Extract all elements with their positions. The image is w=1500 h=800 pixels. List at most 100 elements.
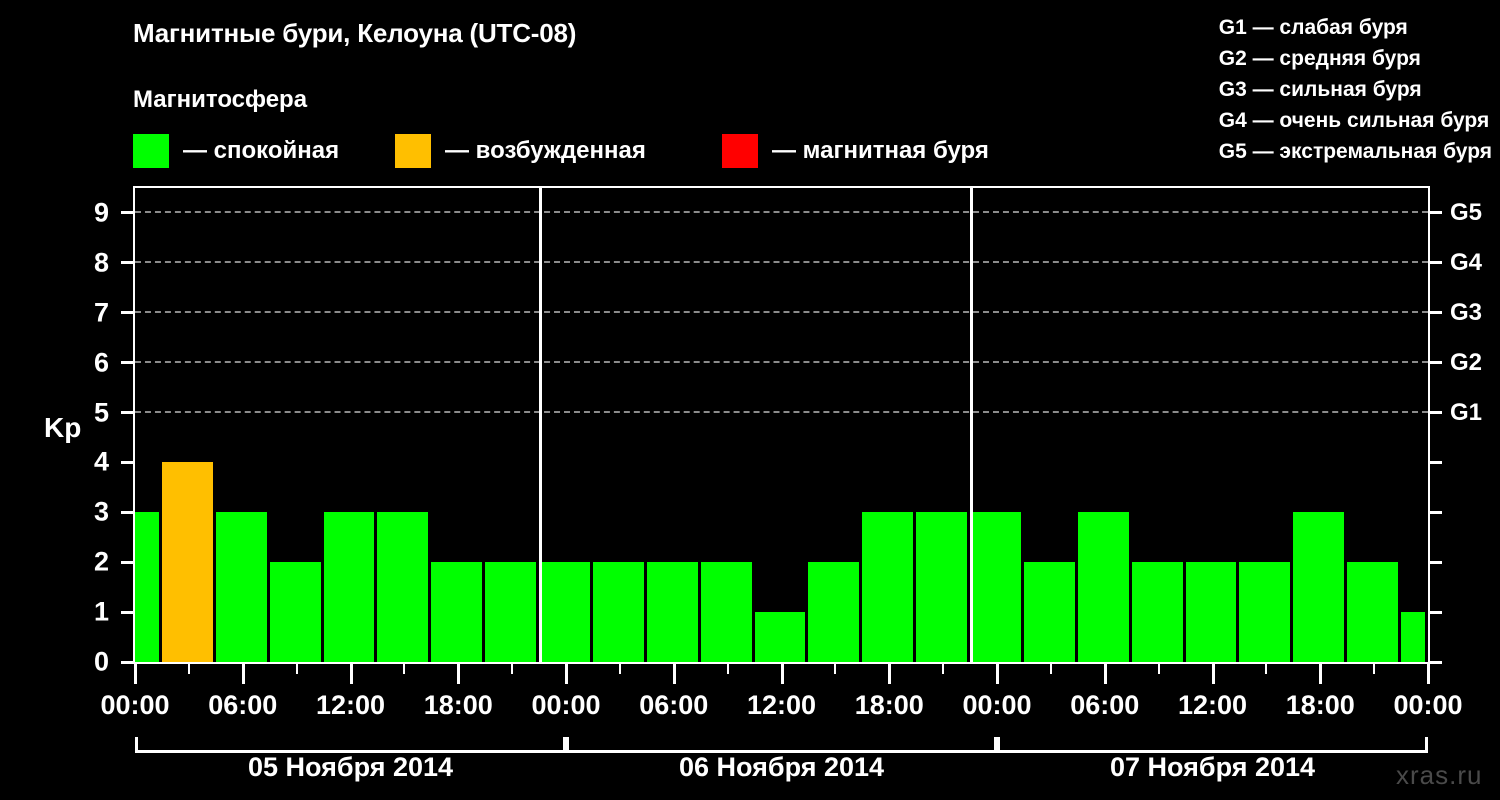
y-tick-left-0 xyxy=(121,660,133,664)
x-tick-label: 18:00 xyxy=(854,690,924,720)
x-tick-label: 18:00 xyxy=(423,690,493,720)
y-tick-right-6 xyxy=(1430,361,1442,365)
x-tick-major xyxy=(1319,664,1323,684)
gridline-kp-9 xyxy=(135,210,1428,213)
bar xyxy=(1185,562,1237,662)
bar xyxy=(1401,612,1425,662)
gridline-kp-8 xyxy=(135,260,1428,263)
bar xyxy=(1131,562,1183,662)
gscale-line-g3: G3 — сильная буря xyxy=(1218,78,1422,101)
bar xyxy=(215,512,267,662)
y-tick-label-2: 2 xyxy=(93,546,109,577)
y-tick-left-6 xyxy=(121,361,133,365)
gscale-line-g2: G2 — средняя буря xyxy=(1218,47,1421,70)
y-tick-right-2 xyxy=(1430,560,1442,564)
bar xyxy=(1023,562,1075,662)
date-bracket xyxy=(997,737,1428,753)
x-tick-label: 12:00 xyxy=(315,690,386,720)
y-tick-right-9 xyxy=(1430,211,1442,215)
x-tick-minor xyxy=(295,664,298,674)
date-bracket xyxy=(135,737,566,753)
x-tick-minor xyxy=(726,664,729,674)
legend-item-unsettled: — возбужденная xyxy=(395,133,646,169)
y-tick-right-1 xyxy=(1430,610,1442,614)
bar xyxy=(269,562,321,662)
bar xyxy=(970,512,1021,662)
y-tick-label-6: 6 xyxy=(93,347,109,378)
bar xyxy=(1239,562,1291,662)
day-separator xyxy=(539,188,543,662)
g-axis-label-g5: G5 xyxy=(1450,198,1483,226)
x-tick-label: 12:00 xyxy=(1177,690,1248,720)
y-tick-label-8: 8 xyxy=(93,247,109,278)
gscale-line-g4: G4 — очень сильная буря xyxy=(1218,109,1490,132)
x-tick-label: 06:00 xyxy=(208,690,278,720)
bar xyxy=(539,562,590,662)
page-title: Магнитные бури, Келоуна (UTC-08) xyxy=(133,18,577,48)
legend-swatch-storm xyxy=(722,134,758,168)
x-tick-label: 00:00 xyxy=(1393,690,1463,720)
g-axis-label-g1: G1 xyxy=(1450,398,1483,426)
bar xyxy=(161,462,213,662)
legend-item-storm: — магнитная буря xyxy=(722,133,989,169)
y-tick-right-8 xyxy=(1430,261,1442,265)
x-tick-minor xyxy=(403,664,406,674)
x-tick-major xyxy=(1211,664,1215,684)
gridline-kp-5 xyxy=(135,410,1428,413)
magnetosphere-heading: Магнитосфера xyxy=(133,86,308,113)
g-axis-label-g3: G3 xyxy=(1450,298,1483,326)
legend-label-unsettled: — возбужденная xyxy=(445,137,646,164)
x-tick-major xyxy=(565,664,568,684)
date-label: 06 Ноября 2014 xyxy=(678,752,885,782)
x-tick-label: 06:00 xyxy=(1070,690,1140,720)
y-tick-right-7 xyxy=(1430,311,1442,315)
y-tick-left-4 xyxy=(121,460,133,464)
bar xyxy=(754,612,806,662)
gscale-line-g1: G1 — слабая буря xyxy=(1218,16,1408,39)
x-tick-major xyxy=(134,664,137,684)
bar xyxy=(377,512,429,662)
g-axis-label-g4: G4 xyxy=(1450,248,1483,276)
x-tick-minor xyxy=(187,664,190,674)
legend-swatch-quiet xyxy=(133,134,169,168)
y-tick-right-0 xyxy=(1430,660,1442,664)
x-tick-major xyxy=(241,664,245,684)
y-tick-left-9 xyxy=(121,211,133,215)
x-tick-major xyxy=(1103,664,1107,684)
bar xyxy=(916,512,968,662)
y-tick-right-4 xyxy=(1430,460,1442,464)
y-tick-label-1: 1 xyxy=(93,596,109,627)
legend-label-storm: — магнитная буря xyxy=(772,137,989,164)
x-tick-minor xyxy=(1157,664,1160,674)
x-tick-major xyxy=(1427,664,1430,684)
y-tick-left-8 xyxy=(121,261,133,265)
y-tick-label-9: 9 xyxy=(93,197,109,228)
watermark: xras.ru xyxy=(1396,760,1483,790)
x-tick-minor xyxy=(942,664,945,674)
bar xyxy=(1347,562,1399,662)
x-tick-minor xyxy=(1373,664,1376,674)
x-tick-minor xyxy=(834,664,837,674)
x-tick-label: 00:00 xyxy=(531,690,601,720)
x-tick-label: 12:00 xyxy=(746,690,817,720)
x-tick-label: 00:00 xyxy=(962,690,1032,720)
y-tick-left-2 xyxy=(121,560,133,564)
x-tick-label: 00:00 xyxy=(100,690,170,720)
x-tick-label: 18:00 xyxy=(1285,690,1355,720)
gridline-kp-6 xyxy=(135,360,1428,363)
y-tick-label-7: 7 xyxy=(93,297,109,328)
bar xyxy=(592,562,644,662)
x-tick-major xyxy=(457,664,461,684)
x-tick-major xyxy=(888,664,892,684)
plot-area xyxy=(133,186,1430,664)
x-tick-major xyxy=(672,664,676,684)
g-axis-label-g2: G2 xyxy=(1450,348,1483,376)
gscale-legend: G1 — слабая буря G2 — средняя буря G3 — … xyxy=(1219,12,1492,167)
date-label: 05 Ноября 2014 xyxy=(247,752,454,782)
x-tick-minor xyxy=(618,664,621,674)
bar xyxy=(700,562,752,662)
y-axis-title: Kp xyxy=(44,412,82,443)
y-tick-label-3: 3 xyxy=(93,496,109,527)
bar xyxy=(862,512,914,662)
